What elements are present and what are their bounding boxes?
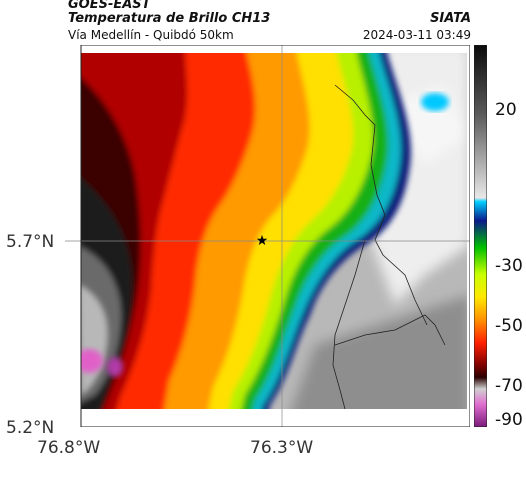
region-subtitle: Vía Medellín - Quibdó 50km — [68, 28, 234, 42]
colorbar-tick-minus70: -70 — [495, 376, 523, 396]
colorbar-tick-minus50: -50 — [495, 316, 523, 336]
lat-tick-5-2: 5.2°N — [6, 418, 55, 438]
lat-tick-5-7: 5.7°N — [6, 232, 55, 252]
location-star-icon: ★ — [256, 233, 269, 249]
product-title: Temperatura de Brillo CH13 — [68, 11, 271, 26]
datetime-label: 2024-03-11 03:49 — [362, 28, 471, 42]
colorbar-tick-minus90: -90 — [495, 410, 523, 430]
temperature-colorbar — [474, 45, 487, 427]
lon-tick-76-8: 76.8°W — [37, 438, 101, 458]
organization-label: SIATA — [430, 11, 471, 26]
satellite-label: GOES-EAST — [68, 0, 151, 12]
colorbar-tick-minus30: -30 — [495, 256, 523, 276]
colorbar-tick-20: 20 — [495, 100, 517, 120]
lon-tick-76-3: 76.3°W — [250, 438, 314, 458]
brightness-temperature-map: ★ — [65, 45, 470, 427]
